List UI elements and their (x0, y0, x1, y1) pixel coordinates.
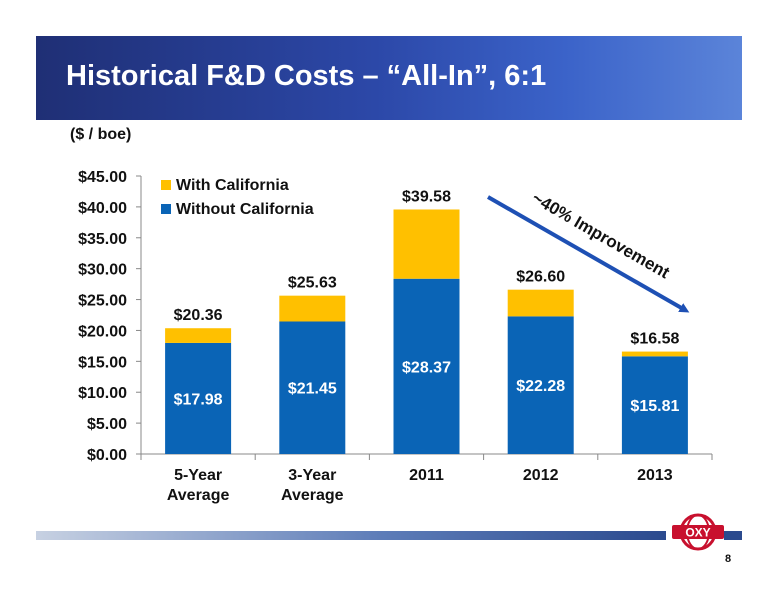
bar-value-label: $17.98 (174, 391, 223, 408)
x-category-label: 3-Year (288, 467, 336, 484)
improvement-arrow (487, 195, 690, 313)
bar-with-california (393, 209, 460, 279)
slide-title: Historical F&D Costs – “All-In”, 6:1 (66, 60, 547, 92)
bar-value-label: $28.37 (402, 359, 451, 376)
x-category-label: 2013 (637, 467, 673, 484)
bar-with-california (507, 289, 574, 317)
legend-swatch (161, 180, 171, 190)
bar-total-label: $25.63 (288, 275, 337, 292)
y-tick-label: $15.00 (78, 354, 127, 371)
oxy-logo-icon: OXY (672, 513, 724, 551)
y-tick-label: $5.00 (87, 416, 127, 433)
bar-without-california (621, 356, 688, 454)
bar-value-label: $22.28 (516, 378, 565, 395)
x-category-label: Average (281, 487, 344, 504)
bar-total-label: $39.58 (402, 188, 451, 205)
bar-with-california (165, 328, 232, 343)
y-tick-label: $10.00 (78, 385, 127, 402)
logo-text: OXY (685, 526, 710, 540)
legend-swatch (161, 204, 171, 214)
page-number: 8 (725, 553, 732, 565)
title-bar: Historical F&D Costs – “All-In”, 6:1 (36, 36, 742, 120)
bar-total-label: $20.36 (174, 307, 223, 324)
x-category-label: 2011 (409, 467, 444, 484)
y-tick-label: $20.00 (78, 323, 127, 340)
bar-with-california (621, 351, 688, 357)
x-category-label: Average (167, 487, 230, 504)
y-tick-label: $25.00 (78, 293, 127, 310)
footer-rule (36, 531, 666, 540)
footer-rule-end (724, 531, 742, 540)
x-category-label: 2012 (523, 467, 559, 484)
legend-label: Without California (176, 201, 314, 218)
y-tick-label: $35.00 (78, 231, 127, 248)
bar-total-label: $16.58 (630, 331, 679, 348)
x-category-label: 5-Year (174, 467, 222, 484)
bar-total-label: $26.60 (516, 269, 565, 286)
y-tick-label: $45.00 (78, 169, 127, 186)
bar-without-california (165, 342, 232, 454)
bar-value-label: $15.81 (630, 398, 679, 415)
bar-without-california (393, 278, 460, 454)
bar-without-california (279, 321, 346, 454)
y-tick-label: $30.00 (78, 262, 127, 279)
unit-label: ($ / boe) (70, 126, 132, 143)
legend-label: With California (176, 177, 289, 194)
bar-value-label: $21.45 (288, 381, 337, 398)
bar-with-california (279, 295, 346, 322)
y-tick-label: $40.00 (78, 200, 127, 217)
bar-without-california (507, 316, 574, 454)
y-tick-label: $0.00 (87, 447, 127, 464)
